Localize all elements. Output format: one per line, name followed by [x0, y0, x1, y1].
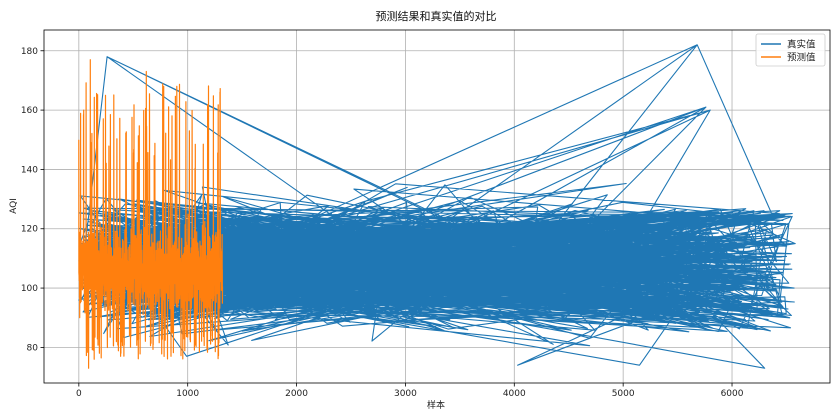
chart-title: 预测结果和真实值的对比 — [376, 9, 497, 23]
x-tick-label: 5000 — [612, 389, 635, 399]
x-tick-label: 4000 — [503, 389, 526, 399]
plot-area — [78, 44, 796, 369]
x-axis-label: 样本 — [427, 399, 445, 411]
x-tick-label: 6000 — [721, 389, 744, 399]
x-tick-label: 1000 — [176, 389, 199, 399]
y-tick-label: 100 — [21, 284, 38, 294]
y-axis-label: AQI — [9, 198, 19, 214]
series-line-actual — [78, 44, 796, 369]
legend-entry: 预测值 — [787, 52, 816, 64]
y-tick-label: 180 — [21, 47, 38, 57]
y-tick-label: 140 — [21, 165, 38, 175]
series-line-predicted — [78, 59, 224, 369]
legend-entry: 真实值 — [787, 39, 816, 51]
y-axis-ticks: 80 100 120 140 160 180 — [21, 47, 44, 353]
x-tick-label: 0 — [76, 389, 82, 399]
y-tick-label: 120 — [21, 225, 38, 235]
y-tick-label: 160 — [21, 106, 38, 116]
legend-box — [755, 33, 826, 67]
y-tick-label: 80 — [27, 343, 39, 353]
plot-frame — [43, 29, 831, 384]
x-tick-label: 2000 — [285, 389, 308, 399]
x-axis-ticks: 0 1000 2000 3000 4000 5000 6000 — [76, 383, 744, 399]
x-tick-label: 3000 — [394, 389, 417, 399]
